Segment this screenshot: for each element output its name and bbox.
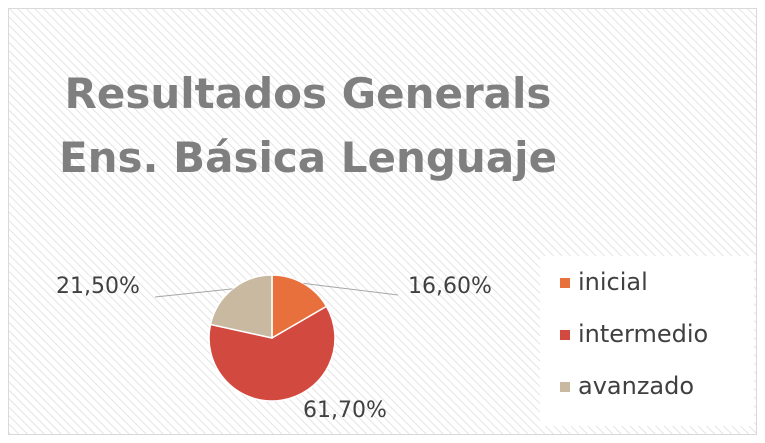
pie-slice (208, 305, 336, 402)
chart-title: Resultados Generals Ens. Básica Lenguaje (58, 69, 558, 182)
leader-line (303, 282, 399, 296)
pie-slice (209, 274, 273, 339)
leader-line (154, 288, 233, 298)
data-label: 21,50% (56, 274, 140, 299)
legend-label: avanzado (578, 372, 694, 400)
legend-marker (560, 278, 570, 288)
legend-marker (560, 382, 570, 392)
legend-marker (560, 330, 570, 340)
data-label: 61,70% (303, 398, 387, 423)
legend-box (540, 256, 754, 426)
legend-label: inicial (578, 268, 648, 296)
legend-label: intermedio (578, 320, 708, 348)
pie-slice (271, 274, 328, 340)
data-label: 16,60% (408, 274, 492, 299)
